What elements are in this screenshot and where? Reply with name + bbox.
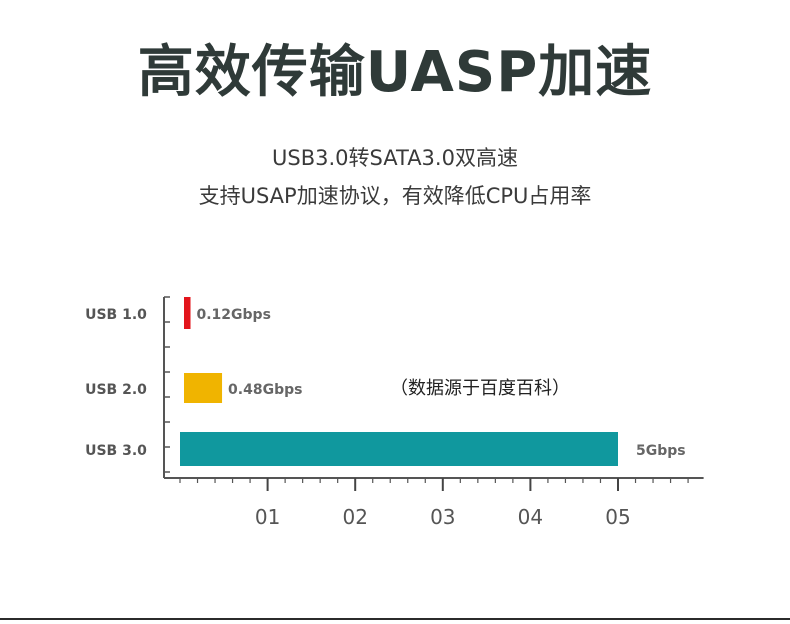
page-title: 高效传输UASP加速 [137,40,653,105]
bottom-divider [0,618,790,620]
value-label: 0.48Gbps [228,382,302,398]
x-tick-label: 01 [255,505,280,529]
x-tick-label: 05 [605,505,630,529]
x-tick-label: 03 [430,505,455,529]
subtitle-line-2: 支持USAP加速协议，有效降低CPU占用率 [198,184,592,208]
subtitle-line-1: USB3.0转SATA3.0双高速 [272,146,518,170]
data-source-note: （数据源于百度百科） [390,378,570,399]
bar [184,297,191,329]
value-label: 5Gbps [636,443,686,459]
x-tick-label: 04 [518,505,543,529]
value-label: 0.12Gbps [197,307,271,323]
bar [180,432,618,466]
x-tick-label: 02 [342,505,367,529]
category-label: USB 3.0 [85,443,147,459]
category-label: USB 1.0 [85,307,147,323]
bar [184,373,223,403]
category-label: USB 2.0 [85,382,147,398]
